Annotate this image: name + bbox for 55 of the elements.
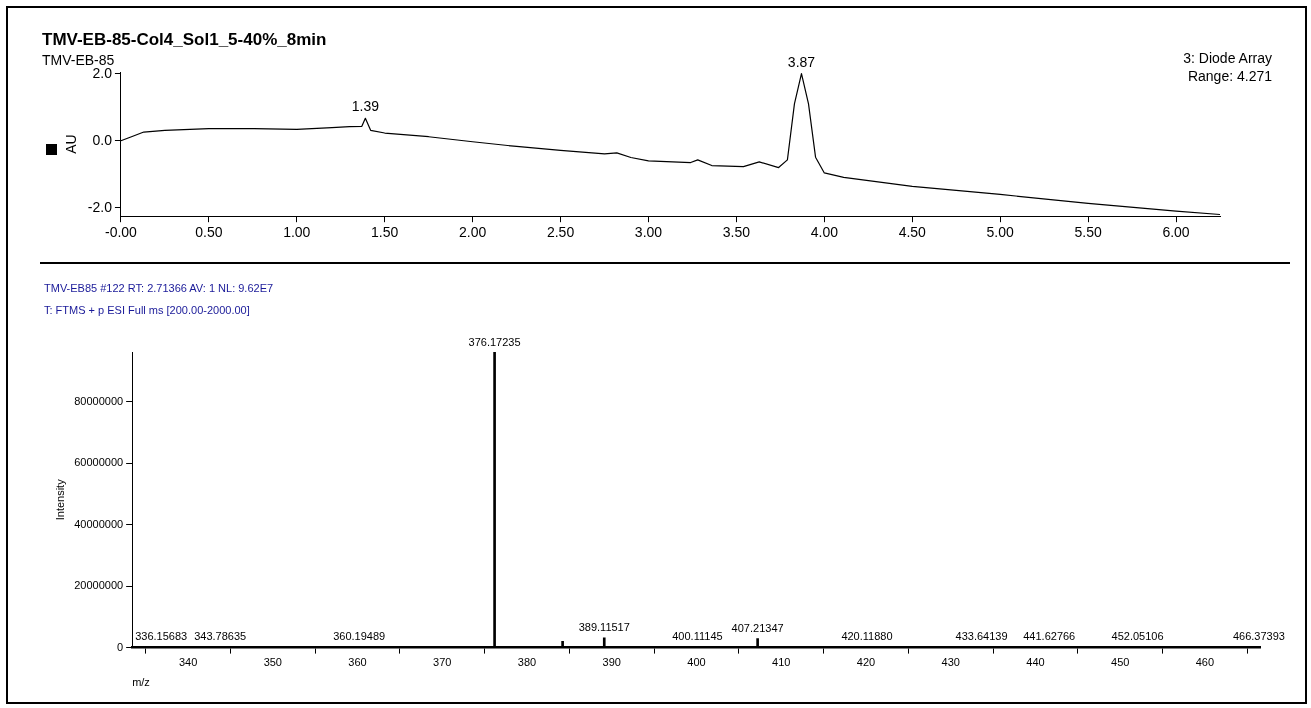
annotation: 441.62766 [1023,629,1076,642]
text: 3: Diode Array [1183,50,1272,66]
x-tick-label: 390 [602,656,621,669]
annotation: 343.78635 [194,629,247,642]
x-tick-label: 5.00 [986,224,1015,241]
x-tick-label: 4.50 [898,224,927,241]
x-tick-label: 2.50 [546,224,575,241]
x-tick-label: 3.00 [634,224,663,241]
x-tick-label: 400 [687,656,706,669]
x-tick-label: 0.50 [195,224,223,241]
annotation: 420.11880 [841,629,893,642]
annotation: Range: 4.271 [1187,68,1272,84]
x-tick-label: 1.50 [371,224,399,241]
x-tick-label: 450 [1111,656,1130,669]
y-tick-label: 80000000 [74,394,124,407]
annotation: 452.05106 [1111,629,1164,642]
x-tick-label: 440 [1026,656,1045,669]
x-tick-label: 380 [517,656,537,669]
y-tick-label: 20000000 [74,579,124,592]
annotation: 407.21347 [731,622,784,635]
y-tick-label: 40000000 [74,517,124,530]
x-tick-label: 4.00 [810,224,839,241]
annotation: 376.17235 [468,335,521,348]
x-tick-label: 2.00 [459,224,487,241]
x-axis-title: m/z [132,676,150,689]
y-tick-label: 0.0 [92,131,113,148]
annotation: 466.37393 [1232,629,1285,642]
x-tick-label: 360 [348,656,367,669]
y-tick-label: 60000000 [74,456,124,469]
x-tick-label: 430 [941,656,960,669]
annotation: 1.39 [351,98,380,115]
x-tick-label: 340 [178,656,198,669]
x-tick-label: 1.00 [283,224,311,241]
x-tick-label: -0.00 [104,224,138,241]
x-tick-label: 3.50 [722,224,751,241]
chart-title: TMV-EB-85-Col4_Sol1_5-40%_8min [42,30,327,50]
x-tick-label: 460 [1195,656,1215,669]
y-tick-label: -2.0 [87,198,113,215]
x-tick-label: 350 [263,656,282,669]
x-tick-label: 420 [856,656,876,669]
annotation: 389.11517 [578,621,630,634]
annotation: 336.15683 [135,629,188,642]
annotation: 400.11145 [672,629,723,642]
x-tick-label: 410 [772,656,791,669]
x-tick-label: 5.50 [1074,224,1102,241]
y-tick-label: 0 [117,640,124,653]
annotation: 433.64139 [955,629,1008,642]
y-axis-title: AU [63,134,80,154]
annotation: 360.19489 [333,629,386,642]
chart-title: TMV-EB85 #122 RT: 2.71366 AV: 1 NL: 9.62E7 [44,282,274,294]
x-tick-label: 6.00 [1162,224,1190,241]
x-tick-label: 370 [433,656,452,669]
chart-subtitle: T: FTMS + p ESI Full ms [200.00-2000.00] [44,304,250,316]
y-axis-title: Intensity [53,478,66,521]
annotation: 3.87 [787,53,816,70]
